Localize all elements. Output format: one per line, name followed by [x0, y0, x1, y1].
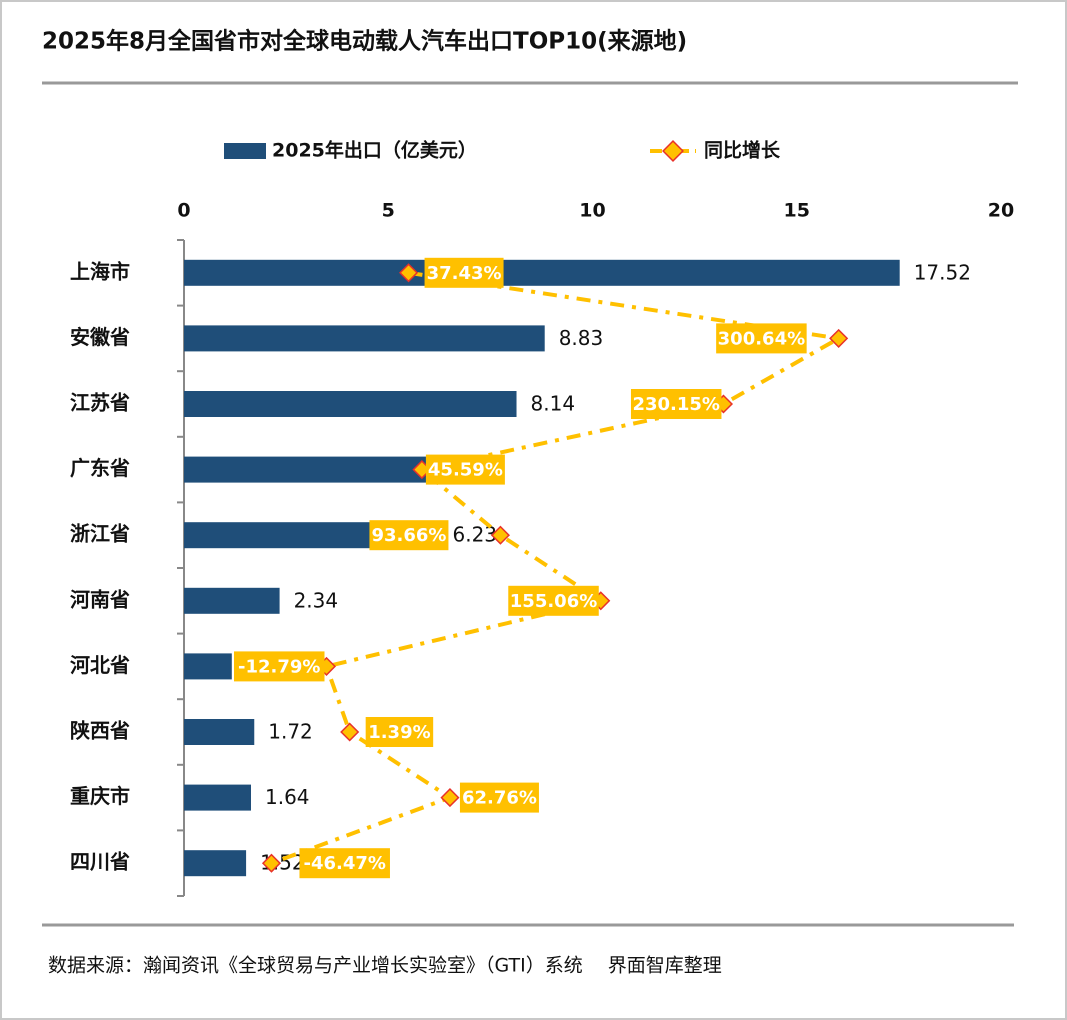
- marker: [399, 263, 419, 283]
- bar: [184, 850, 247, 877]
- y-tick-label: 河北省: [70, 653, 130, 677]
- data-label: 17.52: [914, 260, 971, 284]
- source: 数据来源：瀚闻资讯《全球贸易与产业增长实验室》（GTI）系统 界面智库整理: [48, 955, 722, 977]
- data-label: 1.64: [265, 785, 310, 809]
- data-label: 8.83: [559, 326, 604, 350]
- label-box: [424, 257, 504, 288]
- label-box: [299, 848, 390, 879]
- bar: [184, 784, 251, 811]
- data-label: 62.76%: [462, 788, 537, 809]
- marker: [829, 328, 849, 348]
- x-tick-label: 10: [579, 200, 605, 222]
- label-box: [459, 782, 539, 813]
- data-label: 37.43%: [427, 263, 502, 284]
- x-tick-label: 15: [784, 200, 810, 222]
- bar: [184, 259, 900, 286]
- legend-label: 同比增长: [704, 139, 781, 162]
- y-tick-label: 安徽省: [70, 325, 130, 349]
- label-box: [630, 389, 722, 419]
- growth-line: [270, 270, 845, 866]
- data-label: 300.64%: [718, 328, 806, 349]
- x-tick-label: 5: [382, 200, 395, 222]
- bar: [184, 456, 439, 483]
- x-tick-label: 0: [177, 200, 190, 222]
- legend-swatch: [224, 143, 266, 159]
- chart-title: 2025年8月全国省市对全球电动载人汽车出口TOP10(来源地): [42, 28, 687, 55]
- data-label: 2.34: [294, 588, 339, 612]
- data-label: -12.79%: [238, 656, 320, 677]
- marker: [440, 788, 460, 808]
- label-box: [365, 717, 434, 747]
- y-tick-label: 河南省: [70, 587, 130, 611]
- legend-marker: [662, 140, 684, 162]
- data-label: 1.39%: [368, 722, 430, 743]
- label-box: [234, 651, 325, 682]
- y-tick-label: 广东省: [70, 456, 130, 480]
- label-box: [716, 323, 807, 354]
- data-label: 8.14: [531, 392, 576, 416]
- y-tick-label: 四川省: [70, 850, 130, 874]
- bar: [184, 653, 232, 680]
- data-label: 230.15%: [632, 394, 720, 415]
- y-tick-label: 上海市: [70, 259, 130, 283]
- data-label: -46.47%: [303, 853, 385, 874]
- y-tick-label: 重庆市: [70, 784, 130, 808]
- legend-label: 2025年出口（亿美元）: [272, 139, 477, 162]
- marker: [261, 853, 282, 873]
- label-box: [508, 585, 599, 616]
- bar: [184, 719, 255, 745]
- y-tick-label: 浙江省: [70, 522, 130, 546]
- x-tick-label: 20: [988, 200, 1014, 222]
- data-label: 155.06%: [510, 591, 598, 612]
- marker: [490, 525, 510, 545]
- label-box: [369, 520, 449, 551]
- data-label: 45.59%: [428, 460, 503, 481]
- bar: [184, 587, 280, 614]
- data-label: 1.72: [268, 720, 313, 744]
- y-tick-label: 陕西省: [70, 719, 130, 743]
- bar: [184, 325, 545, 352]
- label-box: [425, 454, 505, 485]
- y-tick-label: 江苏省: [70, 391, 130, 415]
- marker: [340, 722, 360, 742]
- bar: [184, 391, 517, 417]
- data-label: 93.66%: [371, 525, 446, 546]
